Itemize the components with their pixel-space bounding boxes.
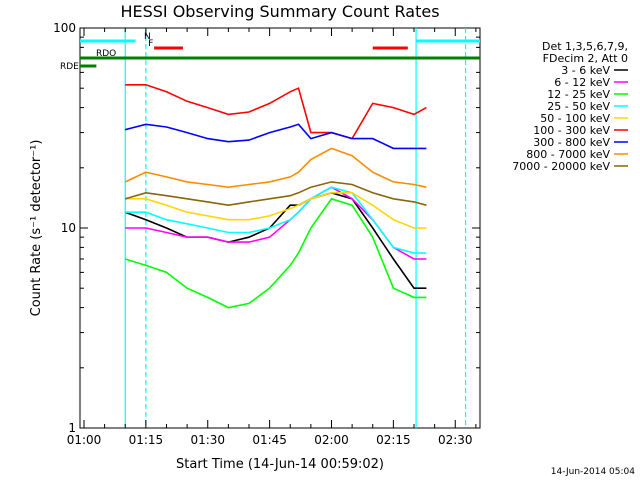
x-tick-label: 01:15: [129, 433, 164, 447]
legend-label: 25 - 50 keV: [547, 100, 610, 113]
legend-label: 50 - 100 keV: [540, 112, 610, 125]
legend-label: 7000 - 20000 keV: [512, 160, 610, 173]
footer-timestamp: 14-Jun-2014 05:04: [551, 467, 635, 477]
series-line: [124, 197, 427, 309]
annotation-label: RDO: [96, 49, 116, 59]
x-tick-label: 01:00: [67, 433, 102, 447]
legend: Det 1,3,5,6,7,9,FDecim 2, Att 03 - 6 keV…: [512, 40, 628, 173]
legend-header: FDecim 2, Att 0: [543, 52, 628, 65]
x-tick-label: 02:30: [438, 433, 473, 447]
x-tick-label: 01:45: [252, 433, 287, 447]
y-tick-label: 10: [61, 221, 76, 235]
series-line: [125, 192, 427, 229]
plot-area: 1 10 100 01:00 01:15 01:30 01:45 02:00 02:15 02:3…: [53, 21, 481, 447]
x-tick-label: 02:00: [314, 433, 349, 447]
series-line: [125, 84, 427, 140]
annotation-label: N: [144, 32, 151, 42]
x-tick-label: 01:30: [190, 433, 225, 447]
legend-label: 100 - 300 keV: [533, 124, 610, 137]
annotation-label: F: [148, 39, 153, 49]
series-line: [125, 186, 427, 254]
legend-label: 12 - 25 keV: [547, 88, 610, 101]
series-line: [124, 181, 427, 207]
y-tick-label: 1: [68, 421, 76, 435]
legend-label: 800 - 7000 keV: [526, 148, 610, 161]
legend-label: 300 - 800 keV: [533, 136, 610, 149]
chart-title: HESSI Observing Summary Count Rates: [120, 2, 439, 21]
series-line: [124, 123, 427, 150]
annotation-label: RDE: [60, 62, 79, 72]
series-line: [124, 191, 427, 290]
y-axis-label: Count Rate (s⁻¹ detector⁻¹): [29, 140, 44, 317]
x-tick-label: 02:15: [376, 433, 411, 447]
legend-header: Det 1,3,5,6,7,9,: [542, 40, 628, 53]
y-tick-label: 100: [53, 21, 76, 35]
series-line: [124, 147, 427, 189]
legend-label: 3 - 6 keV: [561, 64, 610, 77]
x-axis-label: Start Time (14-Jun-14 00:59:02): [176, 457, 384, 472]
legend-label: 6 - 12 keV: [554, 76, 610, 89]
